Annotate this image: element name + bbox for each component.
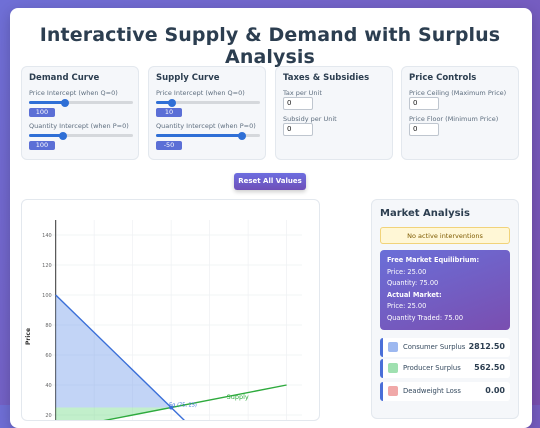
intervention-notice: No active interventions bbox=[380, 227, 510, 244]
producer-surplus-swatch bbox=[388, 363, 398, 373]
reset-button[interactable]: Reset All Values bbox=[234, 173, 306, 190]
actual-price: Price: 25.00 bbox=[387, 302, 427, 310]
consumer-surplus-value: 2812.50 bbox=[468, 342, 505, 351]
deadweight-loss-swatch bbox=[388, 386, 398, 396]
demand-heading: Demand Curve bbox=[29, 73, 100, 83]
taxes-panel: Taxes & Subsidies Tax per Unit 0 Subsidy… bbox=[275, 66, 393, 160]
demand-qty-value: 100 bbox=[29, 141, 55, 150]
y-tick-label-0: 20 bbox=[45, 413, 51, 419]
consumer-surplus-row: Consumer Surplus 2812.50 bbox=[380, 338, 510, 357]
supply-label: Supply bbox=[227, 393, 249, 401]
free-price: Price: 25.00 bbox=[387, 267, 427, 276]
deadweight-loss-value: 0.00 bbox=[485, 386, 505, 395]
producer-surplus-label: Producer Surplus bbox=[403, 364, 461, 372]
floor-input[interactable]: 0 bbox=[409, 123, 439, 136]
y-tick-label-6: 140 bbox=[42, 233, 52, 239]
price-controls-panel: Price Controls Price Ceiling (Maximum Pr… bbox=[401, 66, 519, 160]
demand-price-slider[interactable] bbox=[29, 98, 133, 107]
free-market-heading: Free Market Equilibrium: bbox=[387, 256, 480, 264]
consumer-surplus-swatch bbox=[388, 342, 398, 352]
producer-surplus-value: 562.50 bbox=[474, 363, 505, 372]
equilibrium-label: Eq (75, 25) bbox=[169, 403, 197, 409]
deadweight-loss-row: Deadweight Loss 0.00 bbox=[380, 382, 510, 401]
y-tick-label-1: 40 bbox=[45, 383, 51, 389]
subsidy-input[interactable]: 0 bbox=[283, 123, 313, 136]
market-analysis-panel: Market Analysis No active interventions … bbox=[371, 199, 519, 419]
demand-price-value: 100 bbox=[29, 108, 55, 117]
producer-surplus-row: Producer Surplus 562.50 bbox=[380, 359, 510, 378]
demand-price-label: Price Intercept (when Q=0) bbox=[29, 89, 118, 97]
tax-label: Tax per Unit bbox=[283, 89, 322, 97]
supply-price-slider[interactable] bbox=[156, 98, 260, 107]
free-quantity: Quantity: 75.00 bbox=[387, 279, 439, 287]
supply-qty-value: -50 bbox=[156, 141, 182, 150]
supply-demand-chart: 20 40 60 80 100 120 140 Price Eq (75, 25) Supply bbox=[25, 220, 302, 420]
price-controls-heading: Price Controls bbox=[409, 73, 477, 83]
supply-panel: Supply Curve Price Intercept (when Q=0) … bbox=[148, 66, 266, 160]
supply-heading: Supply Curve bbox=[156, 73, 220, 83]
analysis-heading: Market Analysis bbox=[380, 208, 470, 219]
actual-market-heading: Actual Market: bbox=[387, 290, 442, 299]
ceiling-input[interactable]: 0 bbox=[409, 97, 439, 110]
actual-quantity: Quantity Traded: 75.00 bbox=[387, 313, 464, 322]
equilibrium-box: Free Market Equilibrium: Price: 25.00 Qu… bbox=[380, 250, 510, 330]
supply-qty-label: Quantity Intercept (when P=0) bbox=[156, 122, 256, 130]
y-tick-label-3: 80 bbox=[45, 323, 51, 329]
chart-container: 20 40 60 80 100 120 140 Price Eq (75, 25) Supply bbox=[21, 199, 320, 421]
consumer-surplus-label: Consumer Surplus bbox=[403, 343, 466, 351]
tax-input[interactable]: 0 bbox=[283, 97, 313, 110]
y-tick-label-2: 60 bbox=[45, 353, 51, 359]
demand-panel: Demand Curve Price Intercept (when Q=0) … bbox=[21, 66, 139, 160]
y-axis-label: Price bbox=[25, 328, 32, 345]
page-title: Interactive Supply & Demand with Surplus… bbox=[39, 24, 501, 68]
series-line-demand bbox=[55, 294, 185, 420]
taxes-heading: Taxes & Subsidies bbox=[283, 73, 370, 83]
y-tick-label-5: 120 bbox=[42, 263, 52, 269]
demand-qty-label: Quantity Intercept (when P=0) bbox=[29, 122, 129, 130]
demand-qty-slider[interactable] bbox=[29, 131, 133, 140]
supply-price-label: Price Intercept (when Q=0) bbox=[156, 89, 245, 97]
ceiling-label: Price Ceiling (Maximum Price) bbox=[409, 89, 507, 97]
floor-label: Price Floor (Minimum Price) bbox=[409, 115, 499, 123]
y-tick-label-4: 100 bbox=[42, 293, 52, 299]
deadweight-loss-label: Deadweight Loss bbox=[403, 387, 461, 395]
supply-price-value: 10 bbox=[156, 108, 182, 117]
subsidy-label: Subsidy per Unit bbox=[283, 115, 337, 123]
supply-qty-slider[interactable] bbox=[156, 131, 260, 140]
